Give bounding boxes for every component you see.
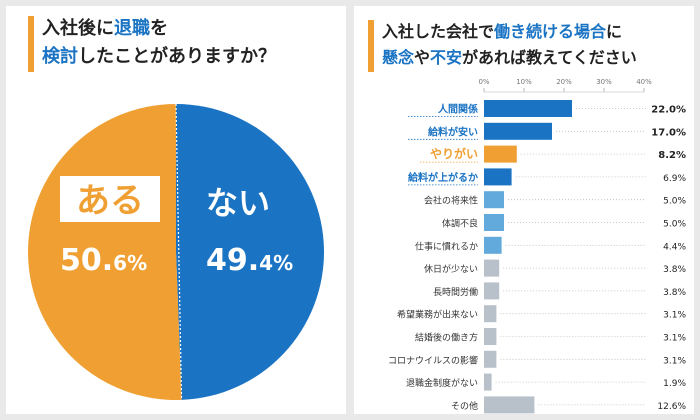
title-word-hatarakitsuzukeru: 働き続ける場合	[494, 22, 607, 41]
x-tick-label: 40%	[636, 78, 652, 86]
category-label: 給料が上がるか	[408, 171, 478, 184]
bar	[484, 373, 492, 391]
value-label: 12.6%	[657, 402, 686, 412]
value-label: 5.0%	[663, 197, 686, 207]
category-label: 人間関係	[438, 103, 478, 116]
category-label: 長時間労働	[433, 286, 478, 298]
value-label: 8.2%	[658, 150, 686, 161]
value-label: 4.4%	[663, 242, 686, 252]
pie-divider	[175, 103, 183, 400]
category-label: コロナウイルスの影響	[388, 354, 478, 366]
title-word-oshiete: があれば教えてください	[462, 48, 637, 67]
category-label: 会社の将来性	[424, 195, 478, 207]
bar	[484, 305, 497, 323]
title-word-taishoku: 退職	[114, 18, 150, 39]
right-panel: 入社した会社で働き続ける場合に 懸念や不安があれば教えてください 0% 10% 20…	[354, 6, 694, 414]
title-word-question: したことがありますか？	[78, 46, 276, 67]
left-title-accent	[28, 16, 34, 72]
bar	[484, 214, 504, 231]
value-label: 3.8%	[663, 288, 686, 298]
bar	[484, 145, 517, 163]
bar	[484, 168, 512, 186]
title-word-kenen: 懸念	[382, 48, 415, 67]
left-title-line2: 検討したことがありますか？	[42, 44, 276, 70]
value-label: 3.1%	[663, 311, 686, 321]
nai-value: 49.4%	[206, 243, 293, 278]
aru-value-main: 50.	[60, 243, 113, 278]
value-label: 6.9%	[663, 174, 686, 184]
value-label: 17.0%	[651, 127, 686, 138]
aru-label: ある	[76, 181, 144, 221]
category-label: 給料が安い	[428, 125, 478, 138]
category-label: 体調不良	[442, 218, 478, 230]
aru-value: 50.6%	[60, 243, 147, 278]
title-word-ya: や	[414, 48, 431, 67]
category-label: やりがい	[430, 146, 478, 161]
category-label: 退職金制度がない	[406, 377, 478, 389]
left-title-line1: 入社後に退職を	[42, 16, 168, 42]
x-tick-label: 30%	[596, 78, 612, 86]
right-title-line1: 入社した会社で働き続ける場合に	[382, 20, 622, 44]
title-word-de: で	[478, 22, 495, 41]
value-label: 3.1%	[663, 334, 686, 344]
title-word-fuan: 不安	[430, 48, 463, 67]
title-word-kento: 検討	[42, 46, 78, 67]
category-label: その他	[451, 400, 478, 412]
right-title-line2: 懸念や不安があれば教えてください	[382, 46, 637, 70]
bar	[484, 350, 497, 368]
title-word-kaisha: 入社した会社	[382, 22, 479, 41]
bar	[484, 328, 497, 345]
value-label: 3.1%	[663, 356, 686, 366]
value-label: 22.0%	[651, 105, 686, 116]
value-label: 1.9%	[663, 379, 686, 389]
nai-value-sub: 4%	[259, 251, 293, 275]
pie-slice-nai	[176, 104, 325, 400]
aru-value-sub: 6%	[113, 251, 147, 275]
category-label: 結婚後の働き方	[415, 332, 478, 344]
pie-chart: ある 50.6% ない 49.4%	[28, 103, 325, 400]
x-tick-label: 10%	[516, 78, 532, 86]
category-label: 希望業務が出来ない	[397, 309, 478, 321]
category-label: 仕事に慣れるか	[415, 240, 478, 252]
right-title-accent	[368, 20, 374, 72]
bar	[484, 282, 500, 300]
title-word-nyushago: 入社後	[42, 18, 96, 39]
x-tick-label: 0%	[478, 78, 489, 86]
bar	[484, 396, 535, 414]
nai-value-main: 49.	[206, 243, 259, 278]
title-word-wo: を	[150, 18, 168, 39]
category-label: 休日が少ない	[424, 263, 478, 275]
value-label: 5.0%	[663, 220, 686, 230]
bar	[484, 236, 502, 254]
aru-label-box	[60, 176, 160, 222]
value-label: 3.8%	[663, 265, 686, 275]
bar	[484, 259, 500, 277]
title-word-ni2: に	[606, 22, 623, 41]
bar	[484, 191, 504, 209]
left-panel: 入社後に退職を 検討したことがありますか？ ある 50.6% ない 49.4%	[6, 6, 346, 414]
bar-chart: 0% 10% 20% 30% 40% 人間関係 22.0% 給料が安い 17.0% やりがい 8.2…	[388, 78, 686, 414]
x-tick-label: 20%	[556, 78, 572, 86]
title-word-ni: に	[96, 18, 114, 39]
bar	[484, 122, 552, 140]
nai-label: ない	[206, 184, 270, 222]
bar	[484, 100, 572, 117]
